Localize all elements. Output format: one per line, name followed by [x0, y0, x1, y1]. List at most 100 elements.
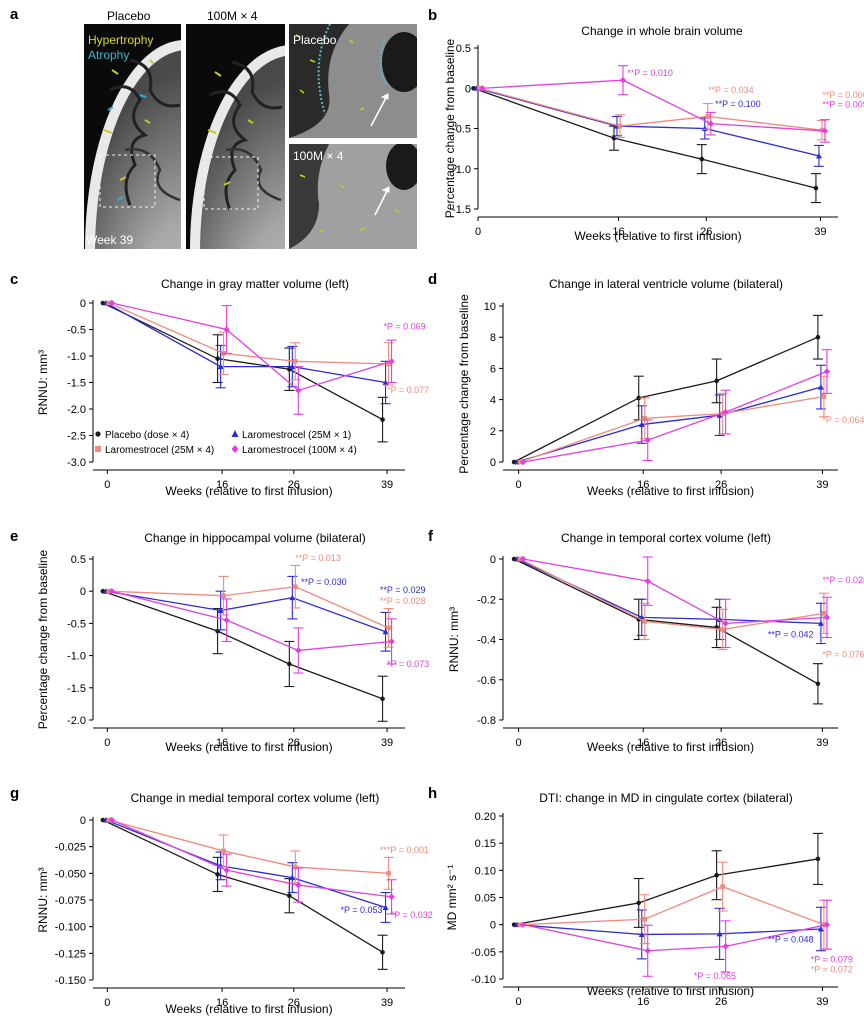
data-point [215, 872, 220, 877]
series-laro100x4 [519, 349, 832, 466]
x-axis-label: Weeks (relative to first infusion) [587, 484, 754, 498]
data-point [388, 358, 395, 365]
data-point [821, 611, 827, 616]
p-value-annotation: **P = 0.034 [708, 85, 754, 95]
y-tick-label: 6 [490, 363, 496, 375]
chart-title: Change in whole brain volume [581, 24, 743, 38]
chart-panel-f: f Change in temporal cortex volume (left)… [428, 528, 864, 754]
series-placebo [511, 832, 823, 928]
series-laro25x4 [106, 817, 394, 890]
series-line [522, 370, 828, 463]
p-value-annotation: *P = 0.076 [822, 650, 864, 660]
series-placebo [100, 817, 388, 970]
data-point [287, 661, 292, 667]
y-tick-label: -1.5 [67, 683, 86, 695]
y-tick-label: -0.2 [477, 594, 496, 606]
series-laro100x4 [108, 299, 397, 415]
y-tick-label: 0.05 [475, 893, 496, 905]
y-axis-label: Percentage change from baseline [36, 549, 50, 729]
data-point [611, 135, 617, 141]
y-tick-label: -0.10 [471, 974, 496, 986]
data-point [815, 334, 821, 340]
data-point [642, 416, 648, 421]
data-point [714, 872, 719, 878]
data-point [823, 368, 831, 375]
data-point [108, 299, 116, 307]
chart-panel-b: b Change in whole brain volume 0.5 0 -0.5 -1.… [428, 7, 864, 243]
chart-panel-e: e Change in hippocampal volume (bilateral… [10, 528, 429, 754]
data-point [289, 363, 296, 370]
y-axis-label: RNNU: mm³ [36, 350, 50, 415]
legend-marker [95, 446, 101, 452]
data-point [817, 620, 824, 626]
data-point [707, 120, 714, 127]
data-point [108, 588, 116, 595]
x-tick-label: 39 [381, 479, 393, 491]
chart-panel-c: c Change in gray matter volume (left) 0 -0.… [10, 271, 429, 498]
data-point [108, 816, 116, 824]
data-point [289, 874, 296, 881]
y-tick-label: -0.4 [477, 635, 496, 647]
data-point [815, 856, 821, 862]
x-axis-label: Weeks (relative to first infusion) [165, 484, 332, 498]
data-point [722, 620, 729, 627]
x-tick-label: 0 [104, 737, 110, 749]
data-point [815, 152, 822, 159]
x-tick-label: 39 [381, 737, 393, 749]
data-point [519, 555, 527, 563]
y-tick-label: -0.5 [67, 325, 86, 337]
panel-letter-d: d [428, 271, 437, 288]
x-tick-label: 26 [288, 997, 300, 1009]
series-laro100x4 [108, 816, 397, 915]
series-laro25x4 [106, 300, 394, 386]
series-line [111, 302, 392, 392]
series-placebo [100, 588, 388, 722]
x-axis-label: Weeks (relative to first infusion) [587, 740, 754, 754]
y-tick-label: 0 [490, 457, 496, 469]
x-tick-label: 16 [216, 737, 228, 749]
series-line [520, 885, 825, 926]
x-tick-label: 26 [715, 479, 727, 491]
x-tick-label: 26 [700, 226, 712, 238]
data-point [699, 156, 705, 162]
series-line [482, 79, 825, 132]
chart-title: DTI: change in MD in cingulate cortex (b… [539, 791, 792, 805]
y-tick-label: 0.10 [475, 865, 496, 877]
data-point [295, 387, 302, 394]
y-axis-label: Percentage change from baseline [443, 38, 457, 218]
y-axis-label: RNNU: mm³ [36, 867, 50, 932]
p-value-annotation: *P = 0.077 [387, 385, 429, 395]
series-line [516, 386, 822, 463]
y-axis-label: MD mm² s⁻¹ [445, 865, 459, 931]
series-line [105, 302, 386, 384]
col-title-100m: 100M × 4 [207, 9, 258, 23]
series-laro100x4 [519, 899, 832, 977]
data-point [642, 916, 648, 922]
y-tick-label: -0.8 [477, 715, 496, 727]
p-value-annotation: *P = 0.065 [694, 971, 736, 981]
data-point [293, 359, 298, 364]
p-value-annotation: **P = 0.013 [295, 553, 341, 563]
series-line [476, 87, 820, 157]
series-placebo [100, 300, 388, 443]
data-point [638, 421, 645, 428]
data-point [223, 616, 230, 624]
data-point [644, 577, 651, 585]
data-point [705, 114, 711, 119]
p-value-annotation: **P = 0.028 [822, 575, 864, 585]
x-tick-label: 39 [816, 737, 828, 749]
chart-title: Change in lateral ventricle volume (bila… [549, 277, 783, 291]
series-laro100x4 [519, 555, 832, 649]
data-point [619, 77, 627, 84]
y-tick-label: 4 [490, 395, 496, 407]
data-point [714, 378, 719, 384]
zoom-label-placebo: Placebo [293, 33, 337, 47]
y-tick-label: -0.150 [55, 975, 86, 987]
series-line [105, 590, 386, 633]
x-axis-label: Weeks (relative to first infusion) [574, 229, 741, 243]
data-point [642, 619, 648, 624]
y-tick-label: -2.0 [67, 404, 86, 416]
x-tick-label: 39 [814, 226, 826, 238]
legend-marker [95, 431, 101, 437]
mri-images [84, 24, 417, 249]
